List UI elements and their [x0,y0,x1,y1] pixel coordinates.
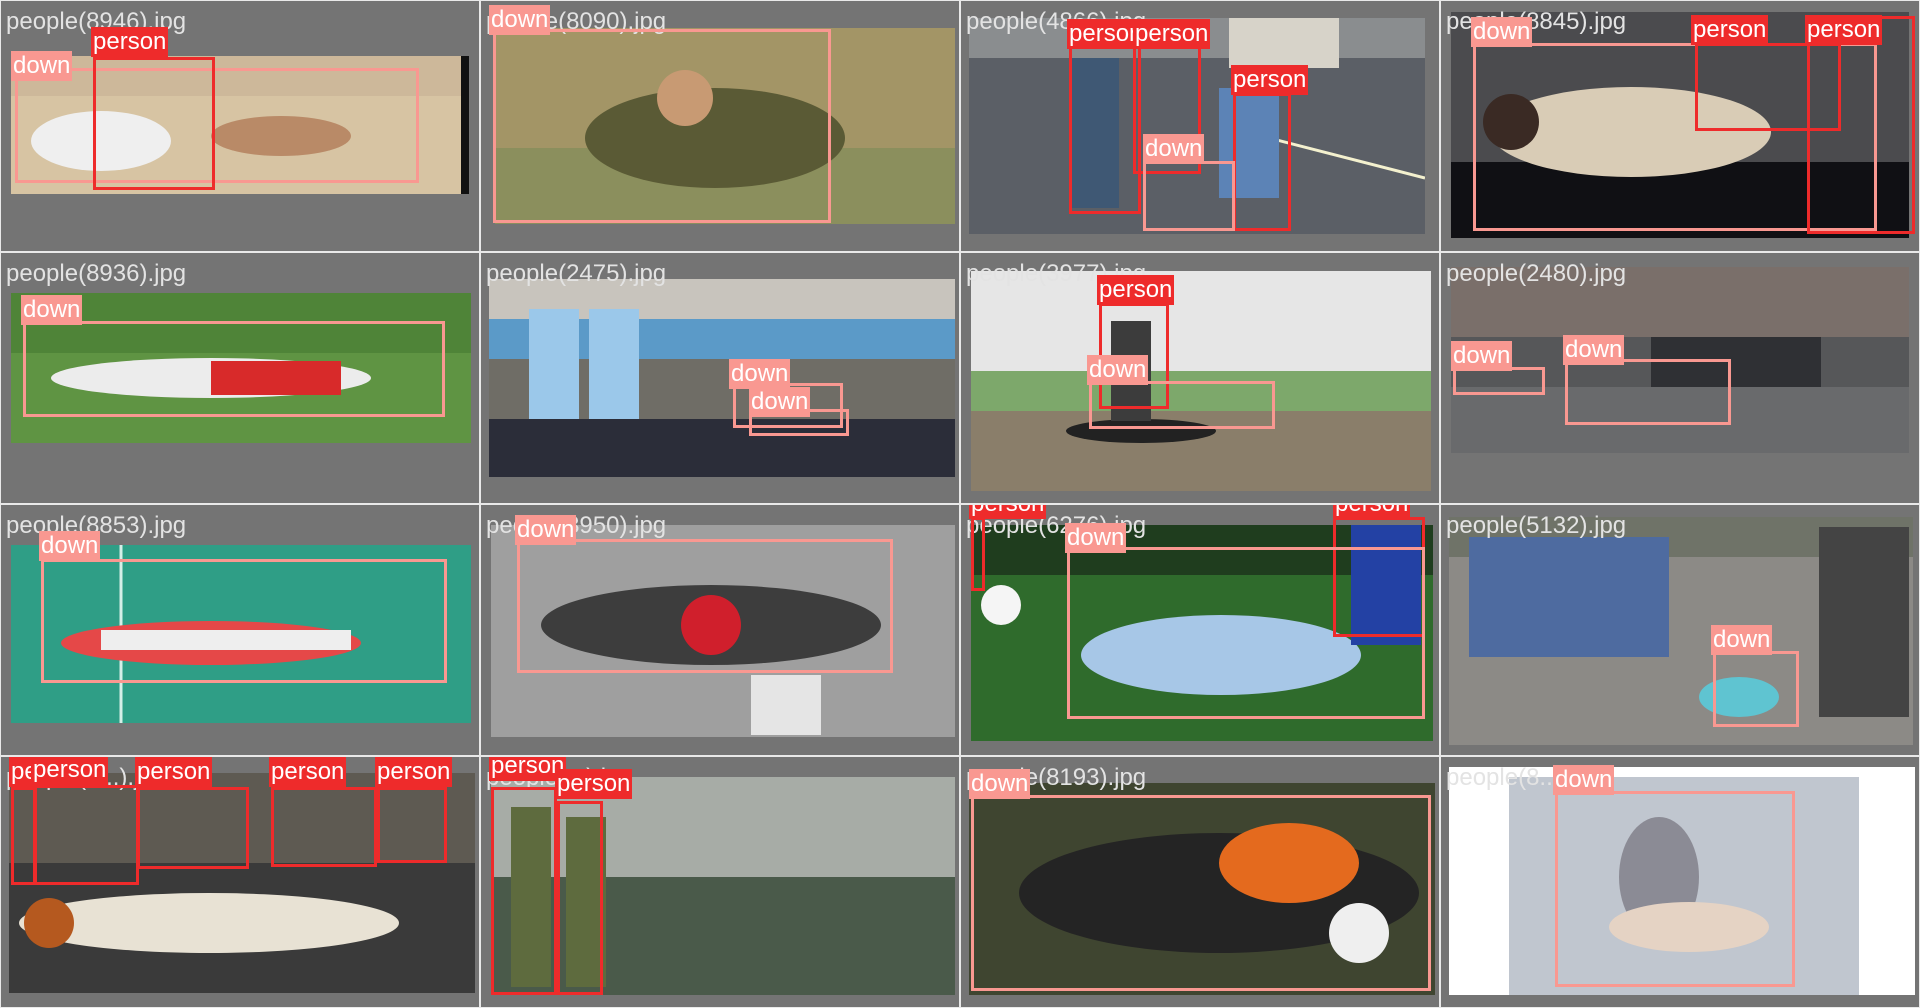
image-cell[interactable]: people(8193).jpg down [960,756,1440,1008]
bbox-person [1069,39,1141,214]
bbox-down [1143,161,1235,231]
bbox-down [1555,791,1795,987]
file-name: people(2480).jpg [1446,260,1627,287]
bbox-down [1089,381,1275,429]
bbox-person [971,517,985,591]
label-person: person [269,757,347,787]
photo-thumbnail [1451,12,1909,238]
label-person: person [1067,19,1145,49]
image-cell[interactable]: people(8...).jpg person person person pe… [0,756,480,1008]
label-down: down [749,387,811,417]
photo-thumbnail [971,525,1433,741]
photo-thumbnail [489,279,955,477]
photo-thumbnail [11,293,471,443]
label-person: person [375,757,453,787]
photo-thumbnail [491,525,955,737]
bbox-down [1473,43,1877,231]
image-cell[interactable]: people(8936).jpg down [0,252,480,504]
label-down: down [1143,134,1205,164]
photo-thumbnail [495,28,955,224]
label-person: person [1805,15,1883,45]
image-cell[interactable]: people(8845).jpg down person person [1440,0,1920,252]
label-down: down [515,515,577,545]
label-person: person [489,757,567,781]
label-person: person [31,756,109,785]
image-cell[interactable]: people(...).jpg person person [480,756,960,1008]
bbox-down [493,29,831,223]
bbox-down [1713,651,1799,727]
image-cell[interactable]: people(8090).jpg down [480,0,960,252]
image-cell[interactable]: people(2475).jpg down down [480,252,960,504]
bbox-person [557,801,603,995]
image-cell[interactable]: people(8946).jpg down person [0,0,480,252]
photo-thumbnail [1449,517,1913,745]
label-person: person [555,769,633,799]
photo-thumbnail [11,545,471,723]
photo-thumbnail [491,777,955,995]
label-down: down [1553,765,1615,795]
bbox-down [1453,367,1545,395]
bbox-down [971,795,1431,991]
image-cell[interactable]: people(3950).jpg down [480,504,960,756]
label-down: down [1711,625,1773,655]
bbox-down [41,559,447,683]
image-cell[interactable]: people(5132).jpg down [1440,504,1920,756]
bbox-person [33,785,139,885]
label-down: down [969,769,1031,799]
bbox-down [15,68,419,183]
label-down: down [1471,17,1533,47]
photo-thumbnail [1449,767,1915,995]
label-person: person [969,505,1047,519]
photo-thumbnail [969,783,1435,995]
bbox-down [1565,359,1731,425]
label-person: person [135,757,213,787]
label-down: down [729,359,791,389]
bbox-down [1067,547,1425,719]
label-down: down [21,295,83,325]
label-down: down [11,51,73,81]
label-person: person [1691,15,1769,45]
photo-thumbnail [969,18,1425,234]
photo-thumbnail [11,56,469,194]
bbox-person [1807,16,1915,234]
label-down: down [489,5,551,35]
bbox-down [23,321,445,417]
label-person: person [91,27,169,57]
image-cell[interactable]: people(8...).jpg down [1440,756,1920,1008]
image-cell[interactable]: people(3977).jpg person down [960,252,1440,504]
label-down: down [1451,341,1513,371]
label-down: down [1563,335,1625,365]
label-down: down [1087,355,1149,385]
file-name: people(2475).jpg [486,260,667,287]
file-name: people(8936).jpg [6,260,187,287]
image-cell[interactable]: people(2480).jpg down down [1440,252,1920,504]
label-down: down [39,531,101,561]
bbox-down [517,539,893,673]
label-person: person [1097,275,1175,305]
bbox-person [491,787,557,995]
label-person: person [1133,19,1211,49]
label-person: person [1333,505,1411,519]
image-cell[interactable]: people(8853).jpg down [0,504,480,756]
bbox-person [377,787,447,863]
image-cell[interactable]: people(4866).jpg person person person do… [960,0,1440,252]
photo-thumbnail [971,271,1431,491]
image-cell[interactable]: people(6276).jpg person person down [960,504,1440,756]
label-person: person [1231,65,1309,95]
bbox-person [137,787,249,869]
bbox-person [271,787,377,867]
bbox-person [93,57,215,190]
bbox-person [1233,93,1291,231]
label-down: down [1065,523,1127,553]
file-name: people(5132).jpg [1446,512,1627,539]
